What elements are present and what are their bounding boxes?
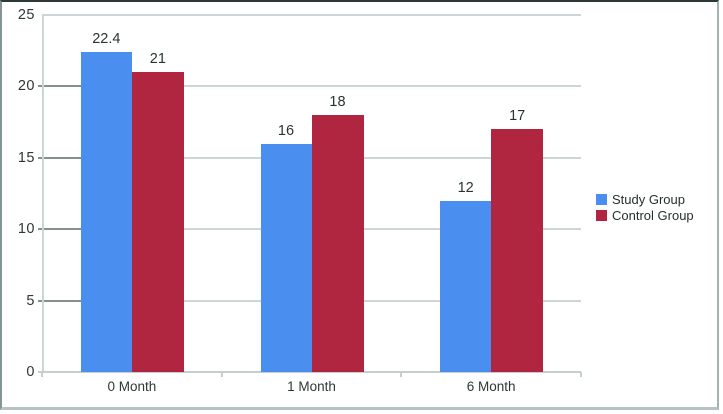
- bar-value-label: 17: [509, 108, 526, 125]
- y-axis-line: [42, 15, 44, 372]
- bar-study-group: [80, 52, 132, 372]
- legend-label: Study Group: [612, 191, 685, 207]
- y-axis-tick-mark: [38, 228, 81, 231]
- legend-color-swatch-icon: [596, 209, 607, 221]
- legend-label: Control Group: [612, 207, 694, 223]
- legend-color-swatch-icon: [596, 193, 607, 205]
- bar-value-label: 21: [149, 51, 166, 68]
- y-axis-tick-mark: [38, 85, 81, 88]
- bar-control-group: [491, 129, 544, 372]
- x-axis-category-label: 0 Month: [107, 379, 157, 394]
- gridline: [42, 14, 581, 16]
- bar-control-group: [131, 72, 184, 372]
- x-axis-tick-mark: [400, 372, 403, 377]
- y-axis-tick-label: 20: [17, 78, 35, 95]
- gridline: [42, 85, 581, 88]
- y-axis-tick-mark: [38, 299, 81, 302]
- y-axis-tick-label: 5: [26, 292, 35, 309]
- bar-control-group: [311, 114, 364, 372]
- bar-study-group: [440, 200, 492, 372]
- bar-value-label: 18: [329, 93, 346, 110]
- x-axis-tick-mark: [220, 372, 223, 377]
- y-axis-tick-mark: [38, 156, 81, 159]
- bar-value-label: 12: [457, 179, 474, 196]
- y-axis-tick-label: 10: [17, 221, 35, 238]
- legend-item: Study Group: [596, 191, 694, 207]
- bar-value-label: 22.4: [92, 31, 121, 48]
- x-axis-line: [38, 371, 581, 373]
- bar-study-group: [260, 143, 312, 372]
- x-axis-tick-mark: [41, 372, 43, 377]
- y-axis-tick-label: 0: [26, 364, 35, 380]
- bar-value-label: 16: [277, 122, 295, 139]
- y-axis-tick-label: 25: [17, 7, 35, 23]
- legend-item: Control Group: [596, 207, 694, 223]
- x-axis-category-label: 1 Month: [287, 379, 336, 394]
- x-axis-category-label: 6 Month: [466, 379, 516, 394]
- y-axis-tick-label: 15: [17, 149, 35, 166]
- x-axis-tick-mark: [580, 372, 582, 377]
- legend: Study Group Control Group: [596, 191, 694, 225]
